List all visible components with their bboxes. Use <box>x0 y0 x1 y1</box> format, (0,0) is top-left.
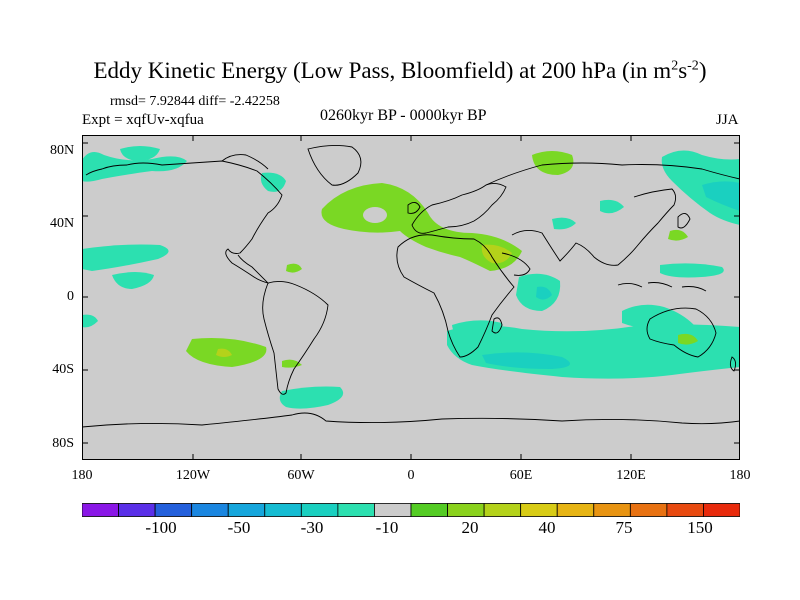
colorbar-swatch <box>82 503 119 517</box>
anomaly-region <box>668 229 688 241</box>
colorbar-swatch <box>593 503 631 517</box>
coastline-antarctica <box>82 412 740 428</box>
colorbar-swatch <box>337 503 375 517</box>
coastline-new-zealand <box>729 356 737 372</box>
anomaly-region <box>120 146 160 161</box>
colorbar-swatch <box>703 503 740 517</box>
lat-tick-label: 40N <box>50 216 75 231</box>
stats-label: rmsd= 7.92844 diff= -2.42258 <box>110 94 280 109</box>
coastline-australia <box>646 307 717 358</box>
experiment-label: Expt = xqfUv-xqfua <box>82 112 204 128</box>
anomaly-contours <box>82 146 740 409</box>
lon-tick-label: 180 <box>729 468 751 483</box>
anomaly-region <box>622 304 694 332</box>
anomaly-region <box>481 244 512 264</box>
anomaly-region <box>260 172 286 192</box>
colorbar-label: -10 <box>375 518 399 537</box>
anomaly-region <box>286 263 302 273</box>
anomaly-region <box>82 244 169 271</box>
anomaly-region <box>112 272 154 289</box>
lat-tick-label: 0 <box>67 289 74 304</box>
colorbar-label: 20 <box>461 518 479 537</box>
colorbar-label: -50 <box>227 518 251 537</box>
colorbar-swatch <box>666 503 704 517</box>
lon-tick-label: 0 <box>407 468 415 483</box>
colorbar-label: 40 <box>538 518 556 537</box>
lon-tick-label: 120W <box>175 468 211 483</box>
anomaly-region <box>702 181 740 211</box>
coastline-north-america <box>126 160 283 284</box>
season-label: JJA <box>716 112 739 128</box>
coastline-europe <box>411 182 507 234</box>
anomaly-region <box>600 199 624 214</box>
colorbar-label: -30 <box>300 518 324 537</box>
map-background <box>82 135 740 460</box>
anomaly-region <box>482 352 570 369</box>
colorbar-swatch <box>447 503 485 517</box>
coastlines <box>82 144 740 428</box>
colorbar-label: 150 <box>687 518 713 537</box>
coastline-greenland <box>307 144 362 186</box>
anomaly-region <box>279 386 344 409</box>
period-label: 0260kyr BP - 0000kyr BP <box>320 107 487 124</box>
anomaly-region <box>536 286 552 300</box>
anomaly-region <box>660 263 724 278</box>
colorbar-swatch <box>154 503 193 517</box>
anomaly-region <box>532 151 574 175</box>
colorbar-swatch <box>410 503 448 517</box>
lon-tick-label: 120E <box>616 468 646 483</box>
coastline-uk <box>407 202 421 214</box>
coastline-asia <box>485 162 740 276</box>
lat-tick-label: 80S <box>52 436 74 451</box>
colorbar <box>82 503 740 517</box>
coastline-indonesia <box>617 282 707 292</box>
anomaly-region <box>321 183 522 271</box>
colorbar-swatch <box>374 503 412 517</box>
lon-tick-label: 180 <box>71 468 93 483</box>
anomaly-region <box>363 207 387 223</box>
colorbar-label: 75 <box>615 518 633 537</box>
colorbar-swatch <box>300 503 339 517</box>
colorbar-swatch <box>629 503 668 517</box>
plot-title: Eddy Kinetic Energy (Low Pass, Bloomfiel… <box>93 58 707 83</box>
lon-tick-label: 60W <box>287 468 315 483</box>
axis-ticks <box>82 135 740 460</box>
coastline-africa <box>396 234 515 358</box>
anomaly-region <box>282 359 302 368</box>
anomaly-region <box>552 217 576 230</box>
map-plot <box>82 135 740 460</box>
anomaly-region <box>82 314 98 328</box>
colorbar-swatch <box>118 503 156 517</box>
anomaly-region <box>678 333 698 345</box>
anomaly-region <box>661 150 740 225</box>
colorbar-swatch <box>264 503 302 517</box>
lat-tick-label: 40S <box>52 362 74 377</box>
coastline-japan <box>677 213 691 229</box>
colorbar-label: -100 <box>145 518 177 537</box>
colorbar-swatch <box>520 503 558 517</box>
coastline-north-america <box>85 154 269 176</box>
colorbar-swatch <box>227 503 266 517</box>
lon-tick-label: 60E <box>509 468 533 483</box>
colorbar-swatch <box>556 503 595 517</box>
lat-tick-label: 80N <box>50 143 75 158</box>
anomaly-region <box>82 151 187 182</box>
anomaly-region <box>216 348 232 357</box>
coastline-madagascar <box>491 317 503 334</box>
colorbar-swatch <box>483 503 522 517</box>
colorbar-swatch <box>191 503 229 517</box>
coastline-south-america <box>262 280 329 395</box>
